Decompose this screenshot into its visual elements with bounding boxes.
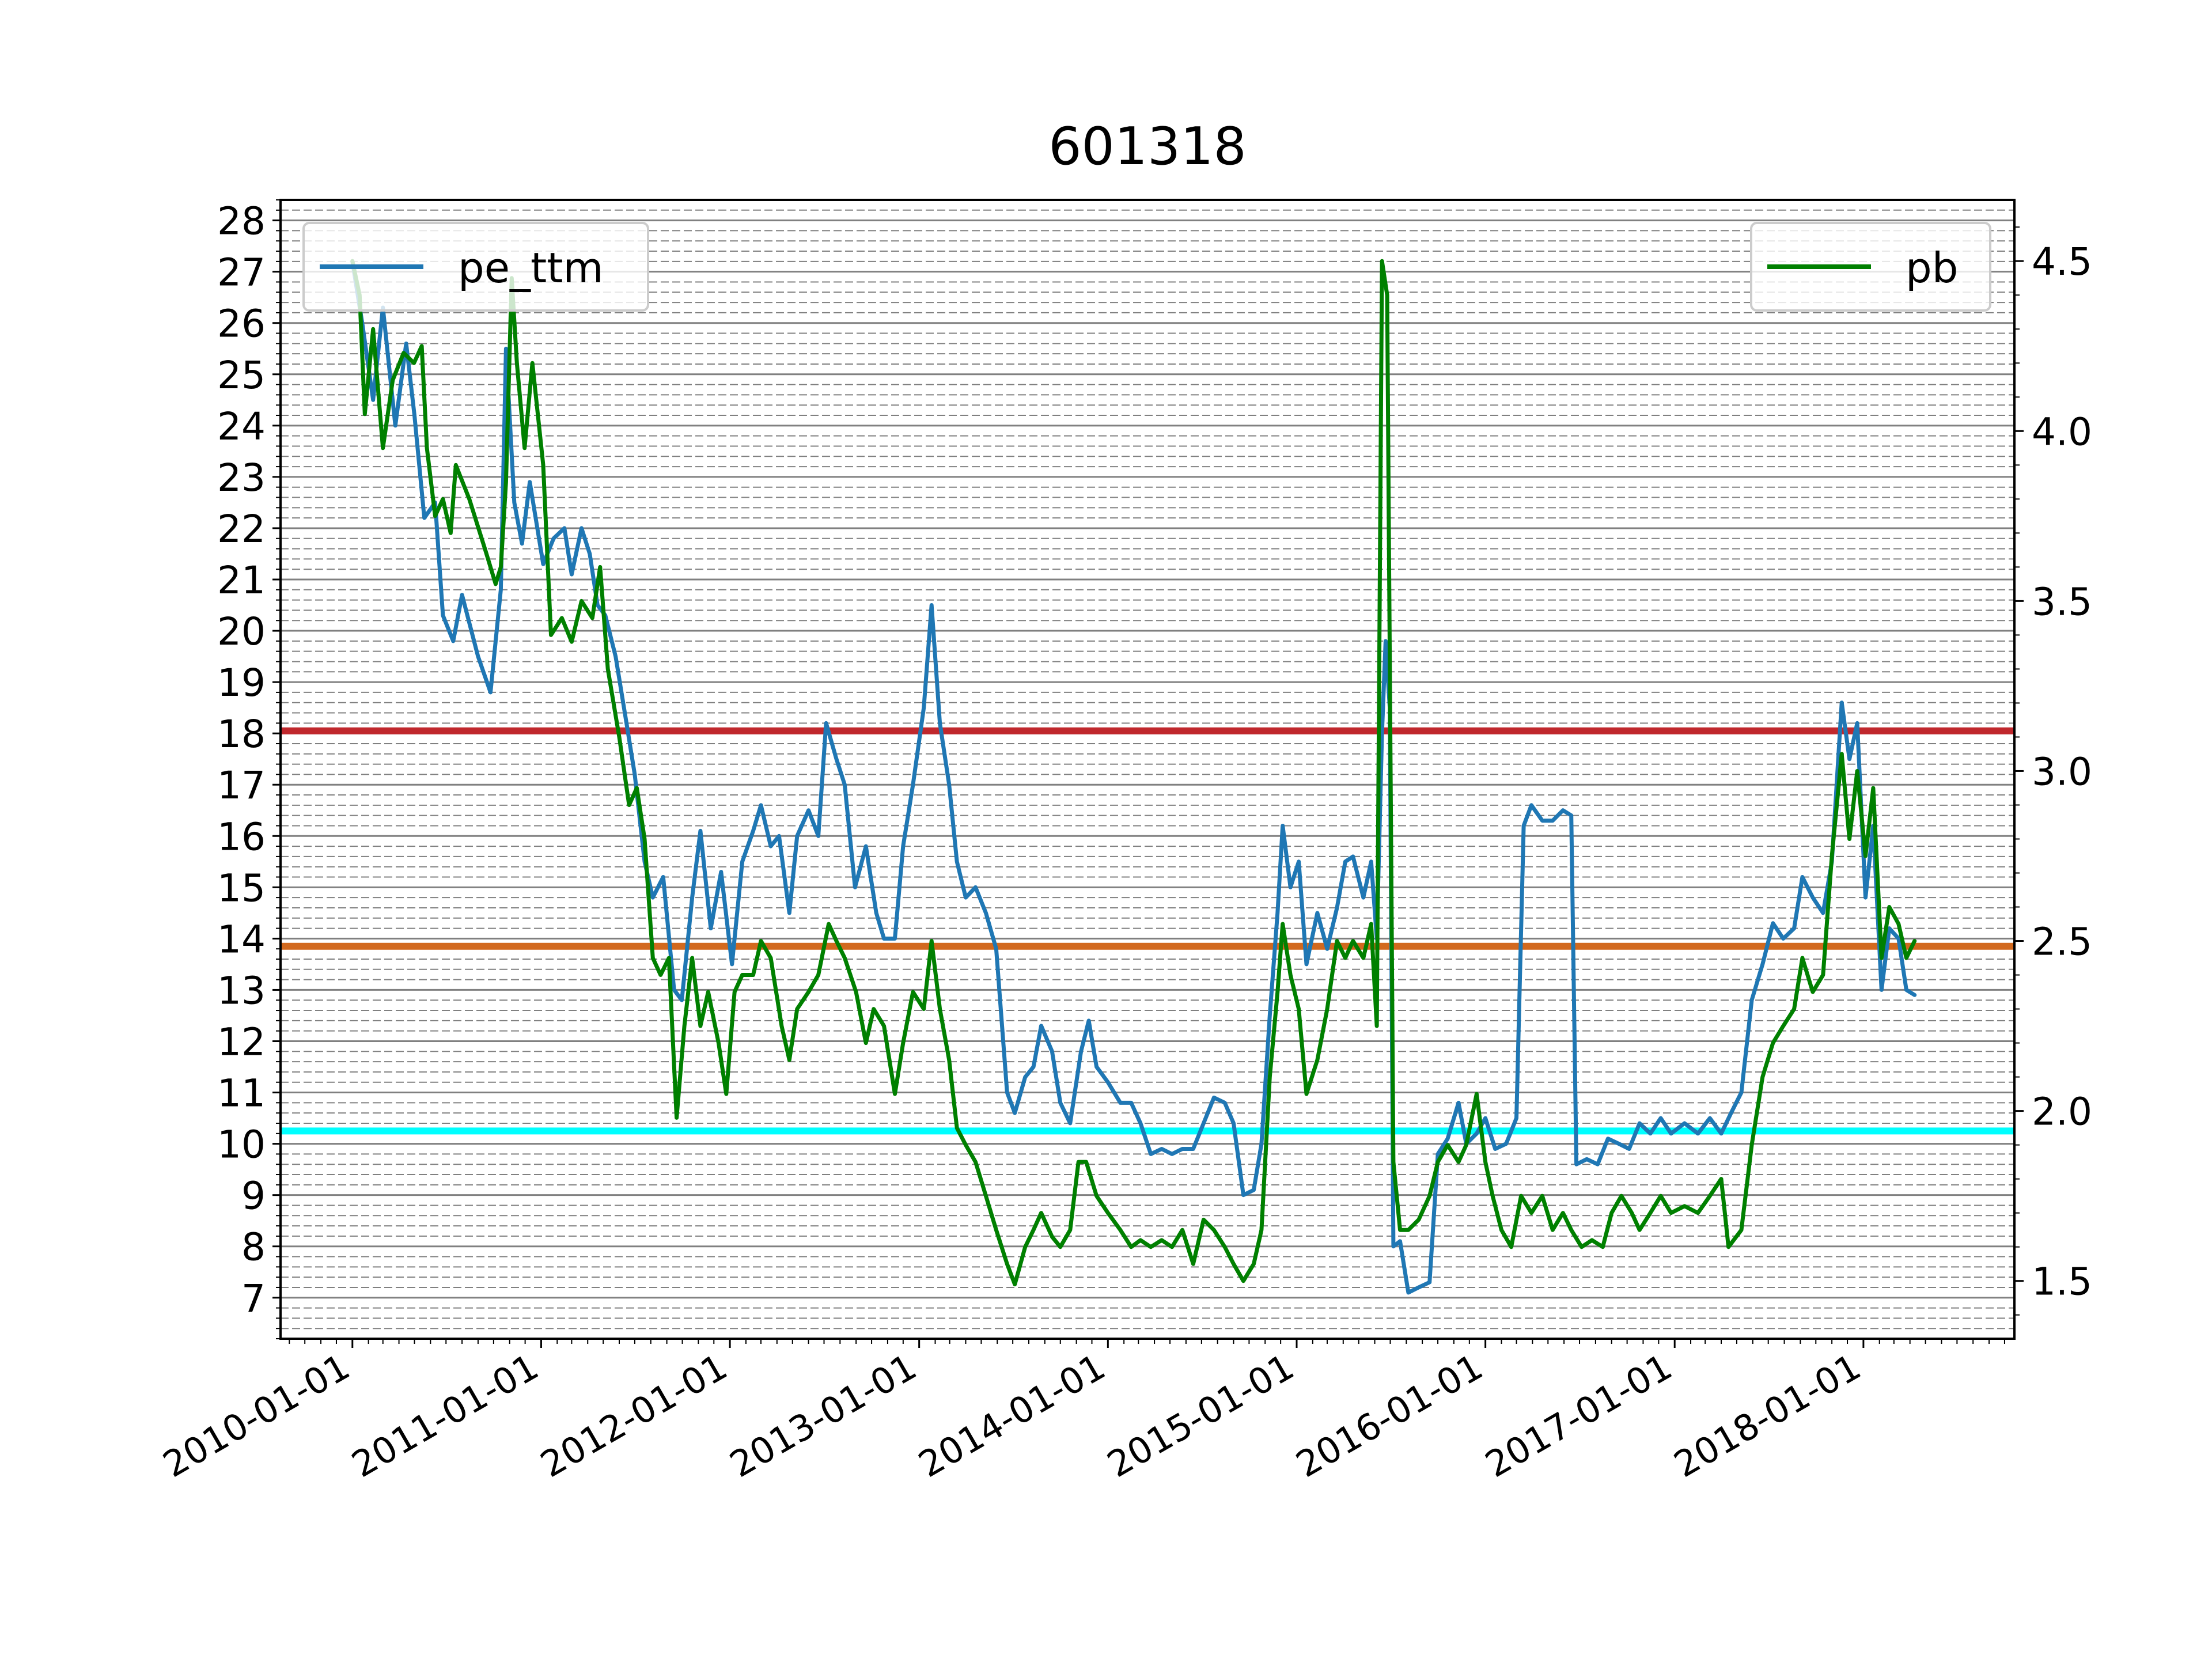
- y-left-tick-label: 13: [217, 968, 266, 1013]
- y-left-tick-label: 22: [217, 507, 266, 551]
- y-right-tick-label: 3.0: [2032, 749, 2092, 794]
- legend-right: pb: [1750, 222, 1991, 312]
- y-left-tick-label: 19: [217, 661, 266, 705]
- y-left-tick-label: 18: [217, 712, 266, 756]
- y-left-tick-label: 7: [241, 1277, 266, 1321]
- y-left-tick-label: 15: [217, 866, 266, 910]
- y-left-tick-label: 24: [217, 404, 266, 449]
- y-right-tick-label: 4.5: [2032, 240, 2092, 284]
- reference-lines: [281, 727, 2014, 1135]
- y-right-tick-label: 2.5: [2032, 920, 2092, 964]
- y-left-tick-label: 14: [217, 917, 266, 961]
- y-left-tick-label: 9: [241, 1174, 266, 1218]
- y-right-tick-label: 1.5: [2032, 1260, 2092, 1304]
- chart-title: 601318: [1048, 116, 1247, 177]
- y-left-tick-label: 27: [217, 251, 266, 295]
- legend-pe-ttm-label: pe_ttm: [458, 244, 604, 292]
- y-left-tick-label: 25: [217, 353, 266, 397]
- series-pe-ttm-line: [350, 259, 1917, 1295]
- series-pb-line: [350, 259, 1917, 1287]
- plot-frame: [279, 199, 2016, 1340]
- y-right-tick-label: 2.0: [2032, 1090, 2092, 1134]
- legend-left-box: [302, 222, 649, 312]
- legend-left: pe_ttm: [302, 222, 649, 312]
- y-left-tick-label: 11: [217, 1071, 266, 1116]
- y-left-tick-label: 16: [217, 815, 266, 859]
- y-right-tick-label: 3.5: [2032, 579, 2092, 624]
- y-left-tick-label: 26: [217, 302, 266, 346]
- y-left-tick-label: 21: [217, 558, 266, 603]
- y-left-tick-label: 28: [217, 199, 266, 244]
- y-left-tick-label: 23: [217, 456, 266, 500]
- y-left-tick-label: 10: [217, 1123, 266, 1167]
- y-left-tick-label: 17: [217, 763, 266, 808]
- y-left-tick-label: 12: [217, 1020, 266, 1064]
- series: [350, 259, 1917, 1295]
- y-right-tick-label: 4.0: [2032, 410, 2092, 454]
- y-left-tick-label: 20: [217, 609, 266, 654]
- legend-pb-label: pb: [1906, 244, 1958, 292]
- y-left-tick-label: 8: [241, 1225, 266, 1270]
